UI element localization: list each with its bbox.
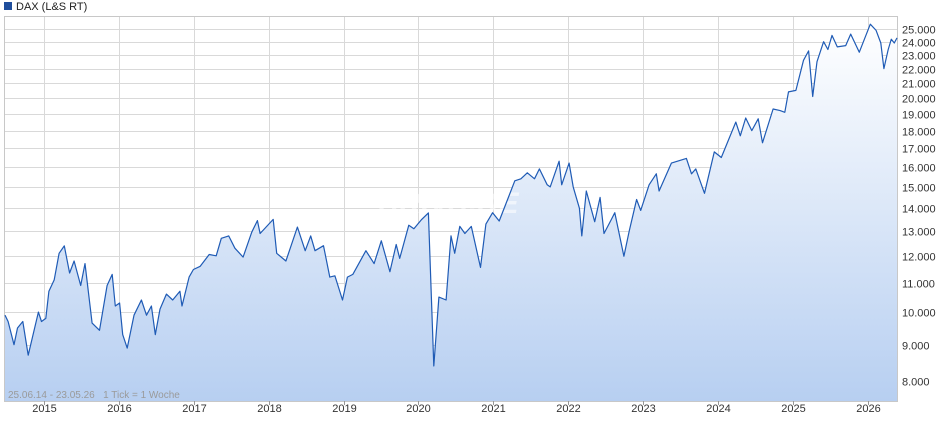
y-tick-label: 9.000: [902, 341, 930, 353]
x-tick-label: 2018: [257, 403, 281, 415]
y-tick-label: 16.000: [902, 163, 936, 175]
y-tick-label: 21.000: [902, 79, 936, 91]
x-tick-label: 2022: [556, 403, 580, 415]
x-tick-label: 2026: [856, 403, 880, 415]
legend-label[interactable]: DAX (L&S RT): [16, 1, 87, 13]
y-tick-label: 24.000: [902, 38, 936, 50]
y-tick-label: 10.000: [902, 308, 936, 320]
y-tick-label: 15.000: [902, 183, 936, 195]
y-tick-label: 17.000: [902, 144, 936, 156]
y-tick-label: 25.000: [902, 25, 936, 37]
y-tick-label: 14.000: [902, 204, 936, 216]
area-fill: [5, 24, 897, 401]
x-tick-label: 2019: [332, 403, 356, 415]
x-tick-label: 2021: [481, 403, 505, 415]
x-tick-label: 2016: [107, 403, 131, 415]
y-tick-label: 8.000: [902, 377, 930, 389]
y-tick-label: 12.000: [902, 252, 936, 264]
y-axis-ticks: 8.000 9.000 10.000 11.000 12.000 13.000 14.000…: [902, 25, 936, 389]
x-tick-label: 2015: [32, 403, 56, 415]
x-tick-label: 2023: [631, 403, 655, 415]
watermark: ARIVA.DE: [376, 187, 519, 220]
y-tick-label: 23.000: [902, 51, 936, 63]
x-tick-label: 2024: [706, 403, 730, 415]
x-tick-label: 2020: [406, 403, 430, 415]
footer-date-range: 25.06.14 - 23.05.26 1 Tick = 1 Woche: [8, 390, 180, 401]
y-tick-label: 11.000: [902, 279, 935, 291]
x-tick-label: 2017: [182, 403, 206, 415]
y-tick-label: 22.000: [902, 65, 936, 77]
y-tick-label: 19.000: [902, 110, 936, 122]
y-tick-label: 20.000: [902, 94, 936, 106]
y-tick-label: 13.000: [902, 227, 936, 239]
x-tick-label: 2025: [781, 403, 805, 415]
y-tick-label: 18.000: [902, 127, 936, 139]
legend-swatch[interactable]: [4, 2, 12, 10]
x-axis-ticks: 2015 2016 2017 2018 2019 2020 2021 2022 2023 2024…: [32, 401, 881, 415]
dax-price-line: [4, 23, 898, 367]
